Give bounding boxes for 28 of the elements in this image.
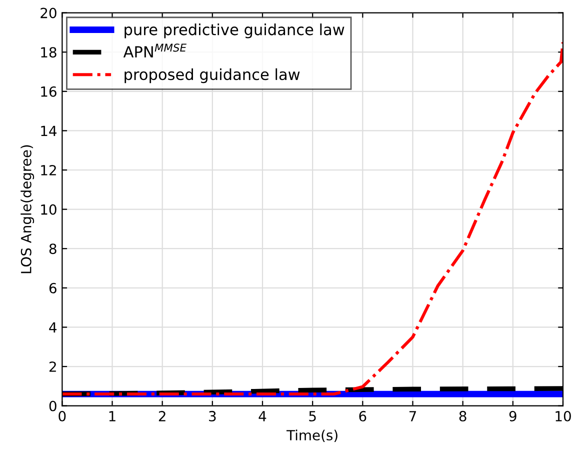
x-tick-label: 6 (359, 410, 366, 422)
y-tick-label: 8 (49, 244, 56, 254)
y-tick-label: 20 (40, 8, 56, 18)
x-tick-label: 4 (258, 411, 266, 422)
line-series (62, 40, 563, 396)
y-tick-label: 14 (41, 126, 57, 136)
y-tick-label: 12 (41, 164, 56, 176)
x-tick-label: 7 (409, 411, 416, 422)
x-tick-label: 3 (209, 410, 216, 422)
y-axis-title: LOS Angle(degree) (20, 145, 34, 274)
y-tick-label: 4 (49, 322, 57, 332)
y-tick-label: 18 (41, 47, 56, 58)
y-tick-label: 10 (41, 204, 56, 215)
y-tick-label: 0 (49, 400, 56, 412)
x-tick-label: 10 (556, 410, 571, 422)
y-tick-label: 6 (49, 282, 56, 294)
x-axis-title: Time(s) (286, 430, 338, 442)
y-tick-label: 16 (41, 86, 56, 97)
x-tick-label: 0 (58, 410, 66, 422)
x-tick-label: 9 (509, 410, 516, 422)
x-tick-label: 2 (158, 410, 166, 422)
y-tick-label: 2 (49, 361, 56, 372)
x-tick-label: 1 (109, 411, 116, 422)
legend-label: APN$^{MMSE}$ (123, 44, 186, 58)
legend-label: proposed guidance law (124, 68, 300, 84)
x-tick-label: 5 (309, 411, 316, 422)
x-tick-label: 8 (459, 410, 466, 422)
legend-label: pure predictive guidance law (124, 23, 344, 38)
